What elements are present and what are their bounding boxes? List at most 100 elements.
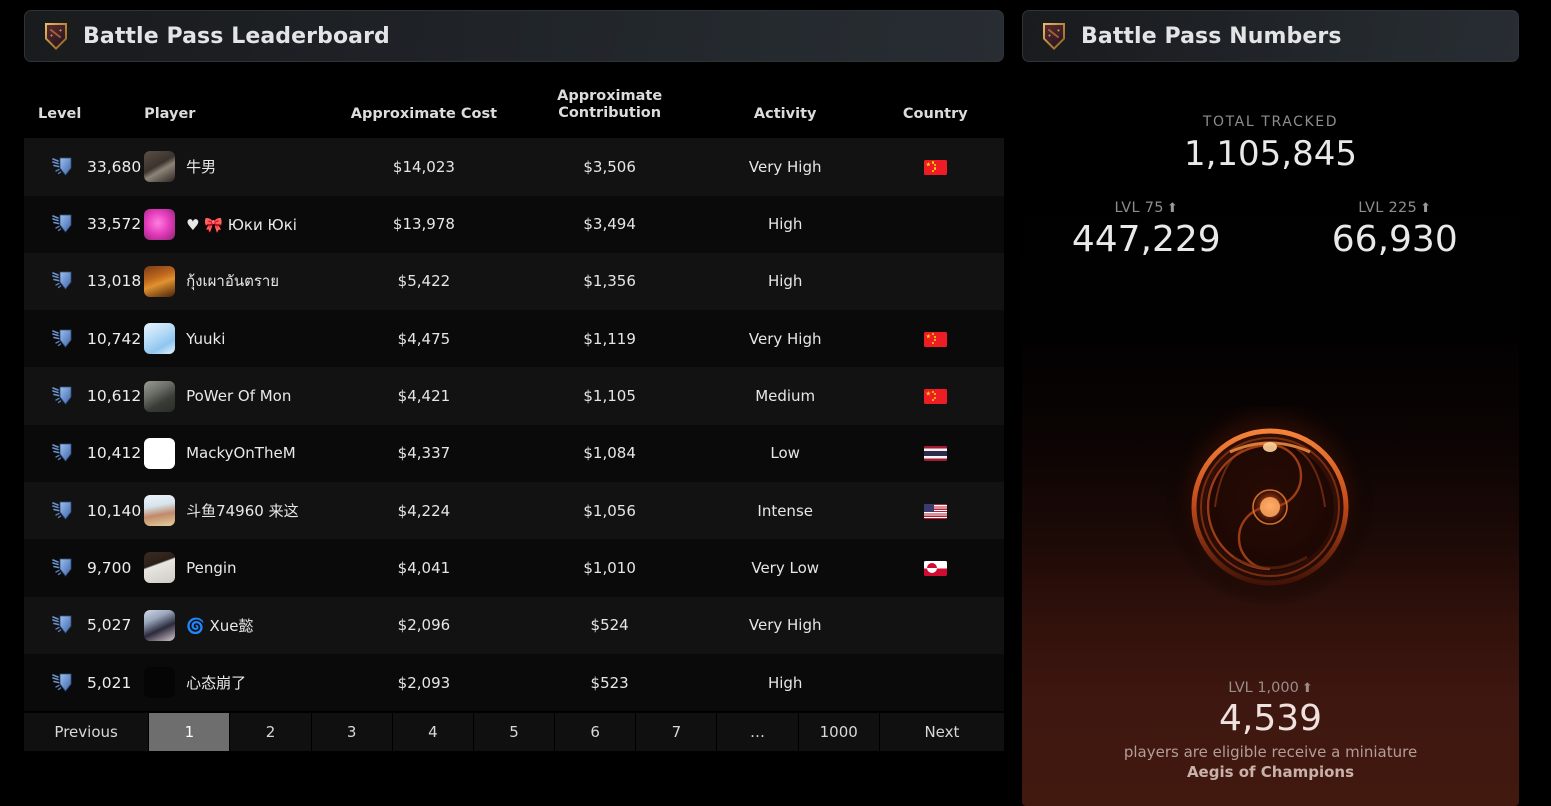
cell-country	[866, 539, 1004, 597]
leaderboard-table-wrap: Level Player Approximate Cost Approximat…	[24, 74, 1004, 712]
leaderboard-header: Battle Pass Leaderboard	[24, 10, 1004, 62]
column-header-level[interactable]: Level	[24, 74, 145, 139]
cell-country	[866, 195, 1004, 253]
table-row[interactable]: 10,412 MackyOnTheM $4,337 $1,084 Low	[24, 424, 1004, 482]
level-value: 33,572	[87, 215, 142, 234]
level-value: 10,612	[87, 387, 142, 406]
table-row[interactable]: 5,021 心态崩了 $2,093 $523 High	[24, 653, 1004, 712]
aegis-eligible-sentence: players are eligible receive a miniature	[1123, 742, 1418, 761]
table-row[interactable]: 33,572 ♥ 🎀 Юки Юкi 日 $13,978 $3,494 High	[24, 195, 1004, 253]
tier-label-text: LVL 225	[1358, 200, 1418, 216]
level-value: 10,140	[87, 501, 142, 520]
level-badge-icon	[52, 214, 72, 233]
table-row[interactable]: 9,700 Pengin $4,041 $1,010 Very Low	[24, 539, 1004, 597]
level-badge-icon	[52, 386, 72, 405]
avatar	[144, 265, 176, 297]
cell-player: 斗鱼74960 来这	[144, 482, 333, 540]
player-name: 斗鱼74960 来这	[186, 502, 299, 521]
pagination-page-ellipsis[interactable]: …	[717, 713, 799, 752]
flag-china-icon	[923, 389, 947, 405]
cell-country	[866, 482, 1004, 540]
pagination-page-1[interactable]: 1	[149, 713, 231, 752]
cell-contribution: $1,356	[515, 252, 704, 311]
table-row[interactable]: 13,018 กุ้งเผาอันตราย $5,422 $1,356 High	[24, 252, 1004, 311]
column-header-country[interactable]: Country	[866, 74, 1004, 139]
pagination-page-4[interactable]: 4	[392, 713, 474, 752]
level-badge-icon	[52, 615, 72, 634]
player-name: PoWer Of Mon	[186, 387, 292, 406]
aegis-item-name: Aegis of Champions	[1186, 762, 1355, 781]
level-value: 10,742	[87, 329, 142, 348]
avatar	[144, 667, 176, 699]
total-tracked-label: TOTAL TRACKED	[1202, 114, 1339, 130]
contribution-line-2: Contribution	[558, 105, 662, 122]
column-header-player[interactable]: Player	[144, 74, 333, 139]
pagination-page-7[interactable]: 7	[636, 713, 718, 752]
cell-cost: $13,978	[332, 195, 516, 253]
level-up-arrow-icon: ⬆	[1420, 201, 1432, 216]
avatar	[144, 208, 176, 240]
cell-level: 5,027	[24, 596, 145, 654]
cell-cost: $14,023	[332, 138, 516, 196]
column-header-activity[interactable]: Activity	[703, 74, 867, 139]
level-value: 5,027	[87, 616, 132, 635]
cell-contribution: $1,105	[515, 367, 704, 425]
level-badge-icon	[52, 673, 72, 692]
level-up-arrow-icon: ⬆	[1166, 201, 1179, 216]
cell-player: PoWer Of Mon	[144, 367, 333, 425]
table-row[interactable]: 33,680 牛男 $14,023 $3,506 Very High	[24, 138, 1004, 196]
level-badge-icon	[52, 329, 72, 348]
tier-label: LVL 225 ⬆	[1271, 200, 1520, 216]
cell-player: ♥ 🎀 Юки Юкi 日	[144, 195, 333, 253]
cell-player: กุ้งเผาอันตราย	[144, 252, 333, 311]
pagination-previous[interactable]: Previous	[24, 713, 150, 752]
column-header-cost[interactable]: Approximate Cost	[332, 74, 516, 139]
cell-level: 13,018	[24, 252, 145, 311]
pagination-page-6[interactable]: 6	[555, 713, 637, 752]
aegis-eligibility-block: LVL 1,000 ⬆ 4,539 players are eligible re…	[1022, 680, 1519, 783]
cell-activity: Very High	[703, 138, 867, 196]
cell-contribution: $1,010	[515, 539, 704, 597]
table-row[interactable]: 10,742 Yuuki $4,475 $1,119 Very High	[24, 310, 1004, 368]
avatar	[144, 609, 176, 641]
cell-contribution: $1,056	[515, 482, 704, 540]
cell-cost: $5,422	[332, 252, 516, 311]
level-badge-icon	[52, 501, 72, 520]
battlepass-crest-icon	[43, 21, 69, 52]
cell-activity: High	[703, 252, 867, 311]
leaderboard-table: Level Player Approximate Cost Approximat…	[24, 74, 1004, 712]
level-value: 10,412	[87, 444, 142, 463]
player-name: 牛男	[186, 158, 217, 177]
pagination-page-1000[interactable]: 1000	[798, 713, 880, 752]
table-row[interactable]: 5,027 🌀 Xue懿 $2,096 $524 Very High	[24, 596, 1004, 654]
aegis-tier-label-text: LVL 1,000	[1228, 679, 1299, 696]
numbers-title: Battle Pass Numbers	[1081, 23, 1342, 49]
pagination-next[interactable]: Next	[879, 713, 1005, 752]
level-value: 13,018	[87, 272, 142, 291]
cell-player: Pengin	[144, 539, 333, 597]
cell-activity: Very Low	[703, 539, 867, 597]
cell-cost: $4,041	[332, 539, 516, 597]
cell-activity: Very High	[703, 310, 867, 368]
cell-level: 10,742	[24, 310, 145, 368]
table-row[interactable]: 10,612 PoWer Of Mon $4,421 $1,105 Medium	[24, 367, 1004, 425]
aegis-eligible-count: 4,539	[1218, 697, 1323, 739]
avatar	[144, 323, 176, 355]
level-up-arrow-icon: ⬆	[1301, 680, 1313, 696]
player-name: 心态崩了	[186, 674, 247, 693]
pagination-page-2[interactable]: 2	[230, 713, 312, 752]
pagination-page-5[interactable]: 5	[473, 713, 556, 752]
player-name: Pengin	[186, 558, 237, 577]
cell-level: 10,140	[24, 482, 145, 540]
cell-country	[866, 252, 1004, 311]
cell-contribution: $3,494	[515, 195, 704, 253]
cell-country	[866, 138, 1004, 196]
cell-country	[866, 367, 1004, 425]
column-header-contribution[interactable]: Approximate Contribution	[515, 74, 704, 139]
table-row[interactable]: 10,140 斗鱼74960 来这 $4,224 $1,056 Intense	[24, 482, 1004, 540]
cell-level: 33,572	[24, 195, 145, 253]
cell-level: 9,700	[24, 539, 145, 597]
level-badge-icon	[52, 157, 72, 176]
pagination-page-3[interactable]: 3	[311, 713, 393, 752]
